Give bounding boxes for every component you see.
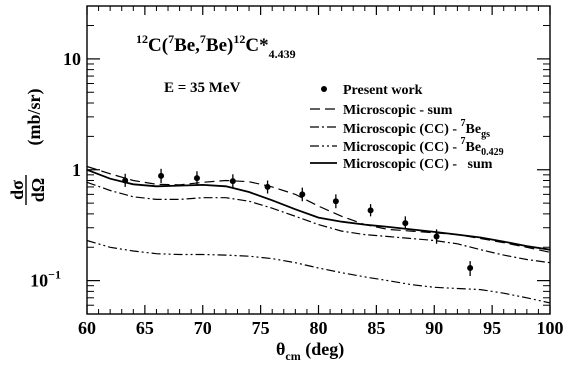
x-tick-label: 90 — [425, 318, 443, 338]
y-tick-label: 10 — [63, 49, 81, 69]
x-axis-title: θcm (deg) — [276, 339, 344, 363]
legend-cc-0429-be: Be — [466, 140, 482, 155]
reaction-title: 12C(7Be,7Be)12C*4.439 — [136, 32, 296, 61]
y-axis-title-numerator: dσ — [7, 180, 27, 200]
data-point — [122, 177, 129, 184]
x-tick-label: 60 — [78, 318, 96, 338]
legend-cc-0429-sub: 0.429 — [481, 147, 504, 158]
energy-label: E = 35 MeV — [164, 80, 241, 96]
x-tick-label: 80 — [310, 318, 328, 338]
x-axis-ticks: 60 65 70 75 80 85 90 95 100 — [78, 6, 564, 338]
data-point — [158, 172, 165, 179]
curve-dashed-0 — [86, 165, 551, 253]
x-tick-label: 95 — [483, 318, 501, 338]
y-axis-title: dσ dΩ (mb/sr) — [7, 89, 48, 205]
data-point — [264, 183, 271, 190]
y-tick-label-main: 10 — [63, 49, 81, 69]
x-axis-title-theta: θ — [276, 339, 285, 359]
y-tick-label: 10−1 — [30, 268, 61, 291]
legend-cc-0429-sup: 7 — [461, 136, 466, 147]
legend-label-cc-sum: Microscopic (CC) - sum — [343, 157, 493, 172]
y-axis-title-denominator: dΩ — [28, 178, 48, 202]
title-sup-7a: 7 — [168, 32, 174, 46]
legend-cc-0429-prefix: Microscopic (CC) - — [343, 140, 461, 155]
x-axis-title-rest: (deg) — [301, 339, 345, 360]
y-tick-label-exp: −1 — [48, 268, 61, 282]
data-point — [332, 198, 339, 205]
curve-dashdotdot-2 — [86, 239, 551, 304]
title-part-c: Be) — [206, 35, 233, 56]
y-tick-label-main: 10 — [30, 271, 48, 291]
data-points — [122, 168, 474, 277]
theory-curves — [86, 165, 551, 304]
x-axis-title-sub: cm — [285, 349, 300, 363]
data-point — [229, 178, 236, 185]
legend-cc-gs-be: Be — [466, 122, 482, 137]
curve-solid-3 — [86, 168, 551, 251]
data-point — [367, 207, 374, 214]
legend-cc-gs-sup: 7 — [461, 118, 466, 129]
data-point — [402, 220, 409, 227]
x-tick-label: 85 — [367, 318, 385, 338]
curve-dashdot-1 — [86, 181, 551, 264]
legend-label-cc-0429: Microscopic (CC) - 7Be0.429 — [343, 136, 504, 158]
title-part-d: C* — [245, 35, 268, 56]
x-tick-label: 75 — [252, 318, 270, 338]
legend-label-present-work: Present work — [343, 83, 423, 98]
title-sup-12a: 12 — [136, 32, 148, 46]
title-part-a: C( — [148, 35, 168, 56]
x-tick-label: 65 — [136, 318, 154, 338]
title-sub-energy: 4.439 — [269, 47, 296, 61]
x-tick-label: 100 — [537, 318, 564, 338]
legend-label-cc-gs: Microscopic (CC) - 7Begs — [343, 118, 490, 140]
title-part-b: Be, — [174, 35, 200, 56]
title-sup-7b: 7 — [200, 32, 206, 46]
legend-cc-gs-sub: gs — [481, 129, 490, 140]
data-point — [467, 264, 474, 271]
legend-cc-gs-prefix: Microscopic (CC) - — [343, 122, 461, 137]
legend-label-micro-sum: Microscopic - sum — [343, 103, 453, 118]
y-tick-label-main: 1 — [72, 160, 81, 180]
legend-marker-present-work — [321, 86, 327, 92]
x-tick-label: 70 — [194, 318, 212, 338]
title-sup-12b: 12 — [233, 32, 245, 46]
y-axis-title-unit: (mb/sr) — [24, 89, 45, 146]
y-tick-label: 1 — [72, 160, 81, 180]
data-point — [299, 191, 306, 198]
data-point — [193, 175, 200, 182]
legend: Present work Microscopic - sum Microscop… — [310, 83, 504, 172]
data-point — [433, 233, 440, 240]
